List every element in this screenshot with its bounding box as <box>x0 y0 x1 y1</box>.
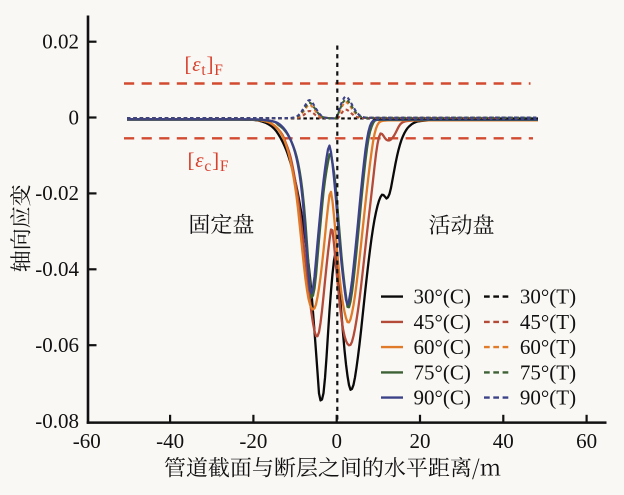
svg-text:90°(C): 90°(C) <box>414 386 471 410</box>
svg-text:-60: -60 <box>73 429 101 453</box>
svg-text:75°(C): 75°(C) <box>414 360 471 384</box>
svg-text:45°(C): 45°(C) <box>414 310 471 334</box>
svg-text:75°(T): 75°(T) <box>520 360 576 384</box>
svg-text:-20: -20 <box>239 429 267 453</box>
svg-text:0: 0 <box>331 429 342 453</box>
svg-text:-0.04: -0.04 <box>35 257 79 281</box>
svg-text:0.02: 0.02 <box>42 30 79 54</box>
svg-text:30°(T): 30°(T) <box>520 285 576 309</box>
svg-text:60°(T): 60°(T) <box>520 335 576 359</box>
svg-text:40: 40 <box>493 429 514 453</box>
svg-text:60: 60 <box>576 429 597 453</box>
svg-text:-40: -40 <box>156 429 184 453</box>
svg-text:-0.08: -0.08 <box>35 409 79 433</box>
svg-text:30°(C): 30°(C) <box>414 285 471 309</box>
svg-text:20: 20 <box>410 429 431 453</box>
svg-text:0: 0 <box>69 105 80 129</box>
svg-text:45°(T): 45°(T) <box>520 310 576 334</box>
svg-text:-0.02: -0.02 <box>35 181 79 205</box>
svg-text:60°(C): 60°(C) <box>414 335 471 359</box>
svg-text:90°(T): 90°(T) <box>520 386 576 410</box>
svg-text:-0.06: -0.06 <box>35 333 79 357</box>
